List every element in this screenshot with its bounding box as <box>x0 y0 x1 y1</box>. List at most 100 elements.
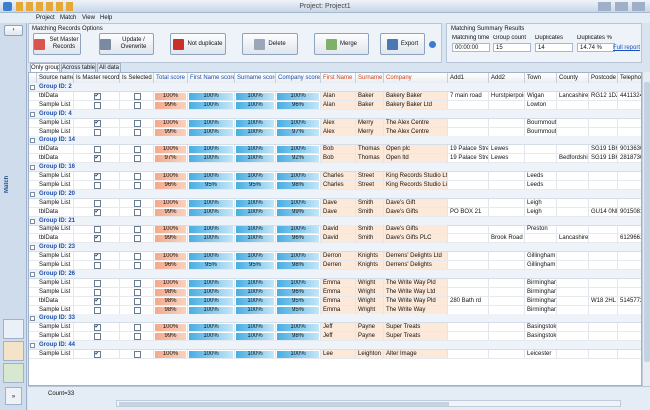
tab[interactable]: Only groups <box>30 63 60 72</box>
toolbar-button[interactable]: Delete <box>242 33 298 55</box>
menu-item[interactable]: Match <box>60 15 77 21</box>
checkbox[interactable] <box>133 306 141 314</box>
checkbox[interactable] <box>93 262 101 269</box>
expand-icon[interactable] <box>30 218 35 224</box>
checkbox[interactable] <box>133 297 141 305</box>
data-row[interactable]: Sample List 99% 100% 100% 98% Jeff Payne Super … <box>29 332 641 342</box>
checkbox[interactable]: ✔ <box>93 235 101 243</box>
checkbox[interactable] <box>133 128 141 136</box>
checkbox[interactable] <box>93 146 101 154</box>
checkbox[interactable] <box>133 173 141 180</box>
checkbox[interactable]: ✔ <box>93 297 101 305</box>
data-row[interactable]: Sample List ✔ 100% 100% 100% 100% Alex Merry The… <box>29 118 641 128</box>
column-header[interactable]: Surname score <box>235 73 276 83</box>
checkbox[interactable] <box>133 181 141 189</box>
column-header[interactable]: Is Master record <box>74 73 120 83</box>
column-header[interactable]: Total score <box>154 73 188 83</box>
checkbox[interactable] <box>93 306 101 314</box>
data-row[interactable]: tblData 100% 100% 100% 100% Bob Thomas Open plc… <box>29 145 641 155</box>
checkbox[interactable] <box>93 226 101 234</box>
toolbar-button[interactable]: Update / Overwrite <box>99 33 154 55</box>
checkbox[interactable] <box>133 253 141 261</box>
data-row[interactable]: tblData ✔ 97% 100% 100% 92% Bob Thomas Open ltd 1… <box>29 154 641 164</box>
checkbox[interactable]: ✔ <box>93 92 101 100</box>
checkbox[interactable]: ✔ <box>93 208 101 216</box>
checkbox[interactable] <box>133 119 141 127</box>
checkbox[interactable] <box>93 279 101 287</box>
checkbox[interactable] <box>93 181 101 189</box>
toolbar-button[interactable]: Merge <box>314 33 369 55</box>
checkbox[interactable] <box>133 235 141 243</box>
column-header[interactable]: Town <box>525 73 557 83</box>
column-header[interactable]: Telephone <box>618 73 642 83</box>
toolbar-button[interactable]: Not duplicate <box>170 33 226 55</box>
data-row[interactable]: tblData ✔ 99% 100% 100% 99% Dave Smith Dave's Gi… <box>29 207 641 217</box>
column-header[interactable]: Is Selected <box>120 73 154 83</box>
data-row[interactable]: Sample List ✔ 100% 100% 100% 100% Jeff Payne Sup… <box>29 323 641 333</box>
group-row[interactable]: Group ID: 44 <box>29 341 641 351</box>
help-icon[interactable] <box>429 41 436 48</box>
expand-icon[interactable] <box>30 191 35 197</box>
checkbox[interactable] <box>133 199 141 207</box>
data-row[interactable]: Sample List ✔ 100% 100% 100% 100% Lee Leighton A… <box>29 350 641 359</box>
group-row[interactable]: Group ID: 16 <box>29 163 641 173</box>
column-header[interactable]: County <box>557 73 589 83</box>
checkbox[interactable] <box>133 351 141 358</box>
column-header[interactable]: Company <box>384 73 448 83</box>
toolbar-button[interactable]: Set Master Records <box>33 33 81 55</box>
checkbox[interactable] <box>93 199 101 207</box>
expand-icon[interactable] <box>30 165 35 171</box>
full-report-link[interactable]: Full report <box>613 45 641 51</box>
expand-icon[interactable] <box>30 111 35 117</box>
checkbox[interactable] <box>133 226 141 234</box>
expand-icon[interactable] <box>30 316 35 322</box>
group-row[interactable]: Group ID: 21 <box>29 216 641 226</box>
column-header[interactable]: Add2 <box>489 73 525 83</box>
data-row[interactable]: Sample List 98% 100% 100% 96% Emma Wright The W… <box>29 287 641 297</box>
menu-item[interactable]: View <box>82 15 95 21</box>
checkbox[interactable] <box>133 288 141 296</box>
toolbar-button[interactable]: Export <box>380 33 425 55</box>
menu-item[interactable]: Help <box>100 15 113 21</box>
checkbox[interactable] <box>133 262 141 269</box>
checkbox[interactable] <box>133 279 141 287</box>
nav-icon[interactable] <box>3 341 24 361</box>
data-row[interactable]: Sample List 96% 95% 95% 98% Charles Street King… <box>29 180 641 190</box>
group-row[interactable]: Group ID: 23 <box>29 243 641 253</box>
column-header[interactable]: Surname <box>356 73 384 83</box>
checkbox[interactable] <box>133 101 141 109</box>
checkbox[interactable] <box>93 333 101 341</box>
expand-icon[interactable] <box>30 245 35 251</box>
checkbox[interactable]: ✔ <box>93 253 101 261</box>
column-header[interactable]: First Name <box>321 73 356 83</box>
data-row[interactable]: Sample List 98% 100% 100% 95% Emma Wright The W… <box>29 305 641 315</box>
expand-icon[interactable] <box>30 138 35 144</box>
group-row[interactable]: Group ID: 20 <box>29 189 641 199</box>
toggle-button[interactable]: › <box>4 25 23 36</box>
checkbox[interactable]: ✔ <box>93 173 101 180</box>
checkbox[interactable] <box>133 324 141 332</box>
tab[interactable]: Across tables <box>61 63 96 72</box>
menu-item[interactable]: Project <box>36 15 55 21</box>
data-row[interactable]: tblData ✔ 100% 100% 100% 100% Alan Baker Bakery … <box>29 91 641 101</box>
sidebar-tab[interactable]: Match <box>2 163 24 193</box>
checkbox[interactable] <box>133 333 141 341</box>
horizontal-scrollbar[interactable] <box>116 400 621 407</box>
nav-icon[interactable] <box>3 363 24 383</box>
data-row[interactable]: Sample List 96% 95% 95% 98% Derren Knights Derr… <box>29 261 641 270</box>
expand-icon[interactable] <box>30 85 35 90</box>
group-row[interactable]: Group ID: 14 <box>29 136 641 146</box>
scroll-thumb[interactable] <box>644 82 650 362</box>
column-header[interactable]: Add1 <box>448 73 489 83</box>
data-row[interactable]: Sample List 100% 100% 100% 100% Dave Smith Dave… <box>29 198 641 208</box>
group-row[interactable]: Group ID: 26 <box>29 269 641 279</box>
data-row[interactable]: Sample List 99% 100% 100% 96% Alan Baker Bakery… <box>29 100 641 110</box>
nav-icon[interactable] <box>3 319 24 339</box>
checkbox[interactable] <box>133 155 141 163</box>
checkbox[interactable]: ✔ <box>93 324 101 332</box>
checkbox[interactable] <box>93 128 101 136</box>
data-row[interactable]: Sample List 100% 100% 100% 100% David Smith Dav… <box>29 225 641 235</box>
group-row[interactable]: Group ID: 4 <box>29 109 641 119</box>
checkbox[interactable] <box>133 92 141 100</box>
checkbox[interactable]: ✔ <box>93 351 101 358</box>
